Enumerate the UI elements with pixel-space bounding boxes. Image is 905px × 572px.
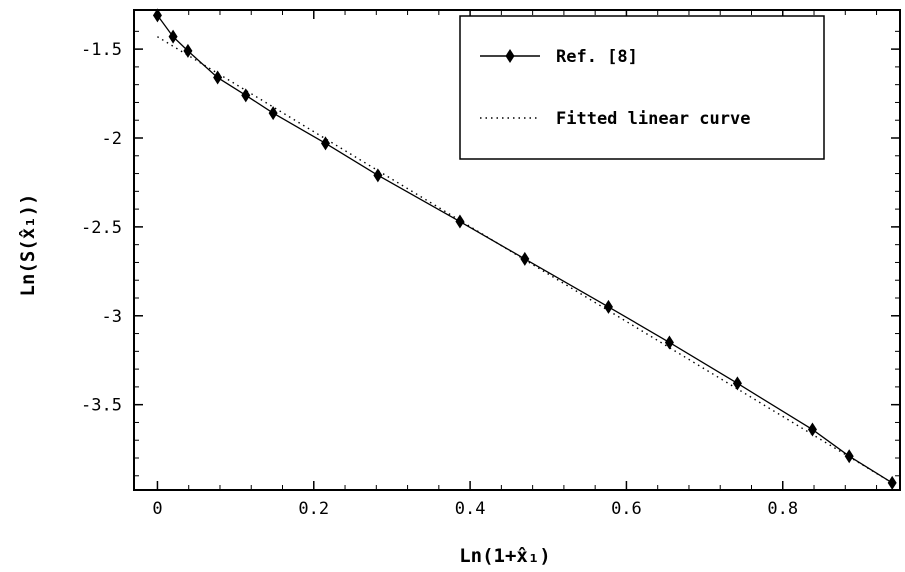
legend-box — [459, 15, 825, 160]
y-axis-ticks: -1.5 -2 -2.5 -3 -3.5 — [81, 30, 900, 477]
data-point-marker — [241, 88, 251, 103]
data-point-marker — [213, 70, 223, 85]
legend-marker — [505, 49, 515, 63]
y-tick-label: -2 — [102, 129, 122, 149]
y-tick-label: -1.5 — [81, 40, 122, 60]
series-layer — [152, 8, 897, 490]
data-point-marker — [603, 299, 613, 314]
x-axis-title: Ln(1+x̂₁) — [459, 545, 551, 567]
data-point-marker — [807, 422, 817, 437]
x-tick-label: 0 — [152, 499, 162, 519]
x-axis-ticks: 0 0.2 0.4 0.6 0.8 — [152, 10, 878, 519]
y-tick-label: -2.5 — [81, 218, 122, 238]
legend-label: Ref. [8] — [556, 47, 638, 67]
data-point-marker — [152, 8, 162, 23]
data-point-marker — [664, 335, 674, 350]
x-tick-label: 0.2 — [298, 499, 329, 519]
legend-label: Fitted linear curve — [556, 109, 750, 129]
data-point-marker — [321, 136, 330, 151]
y-axis-title: Ln(S(x̂₁)) — [17, 194, 39, 297]
x-tick-label: 0.6 — [611, 499, 642, 519]
data-point-marker — [183, 43, 193, 58]
plot-frame — [133, 9, 901, 491]
legend: Ref. [8] Fitted linear curve — [459, 15, 825, 160]
data-point-marker — [520, 251, 530, 266]
x-tick-label: 0.4 — [455, 499, 486, 519]
ref-series-line — [156, 14, 893, 484]
y-tick-label: -3.5 — [81, 396, 122, 416]
x-tick-label: 0.8 — [767, 499, 798, 519]
data-point-marker — [732, 376, 742, 391]
fitted-line — [157, 36, 893, 484]
y-tick-label: -3 — [102, 307, 122, 327]
data-point-marker — [887, 475, 897, 490]
data-point-marker — [168, 29, 178, 44]
data-point-marker — [268, 106, 278, 121]
data-point-marker — [455, 214, 465, 229]
data-point-marker — [373, 168, 383, 183]
